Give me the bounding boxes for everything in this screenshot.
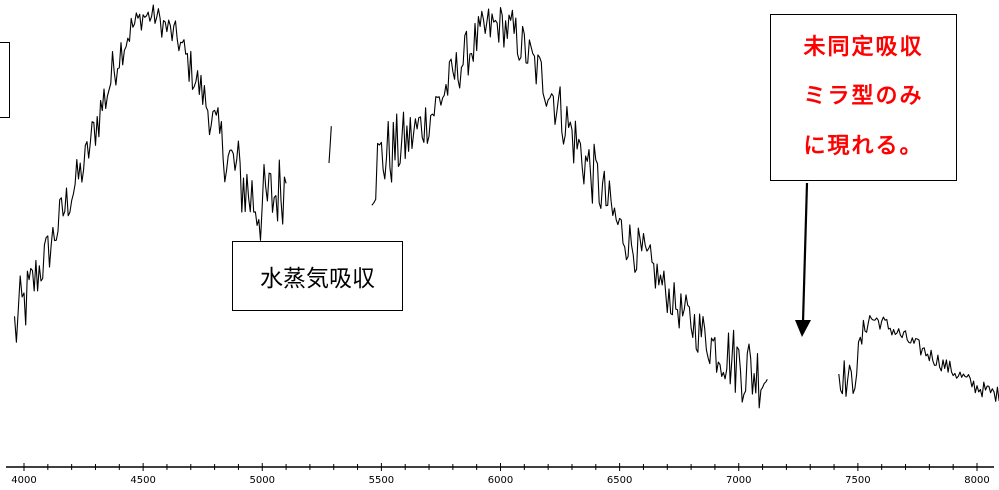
unidentified-line-3: に現れる。	[803, 133, 924, 159]
x-tick-label: 5000	[250, 475, 275, 486]
arrow-head	[795, 320, 811, 337]
x-tick-label: 7000	[726, 475, 751, 486]
spectrum-segment-2	[328, 126, 332, 164]
unidentified-line-1: 未同定吸収	[803, 34, 924, 60]
x-axis: 4000 4500 5000 5500 6000 6500 7000 7500 8000	[6, 463, 994, 486]
x-tick-label: 4500	[130, 475, 155, 486]
x-tick-label: 7500	[845, 475, 870, 486]
spectrum-segment-4	[838, 315, 999, 402]
arrow-shaft	[801, 182, 809, 323]
x-tick-label: 6000	[488, 475, 513, 486]
water-vapor-label: 水蒸気吸収	[232, 241, 403, 311]
spectrum-segment-1	[13, 4, 287, 343]
unidentified-line-2: ミラ型のみ	[803, 84, 924, 110]
x-tick-label: 8000	[964, 475, 989, 486]
left-annotation-box	[0, 42, 10, 118]
spectrum-segment-3	[371, 6, 768, 409]
spectrum-lines	[13, 4, 999, 409]
x-tick-label: 6500	[607, 475, 632, 486]
annotation-arrow	[795, 182, 811, 337]
water-vapor-text: 水蒸気吸収	[260, 266, 375, 292]
x-tick-label: 4000	[11, 475, 36, 486]
unidentified-absorption-label: 未同定吸収 ミラ型のみ に現れる。	[770, 14, 957, 181]
x-tick-label: 5500	[369, 475, 394, 486]
